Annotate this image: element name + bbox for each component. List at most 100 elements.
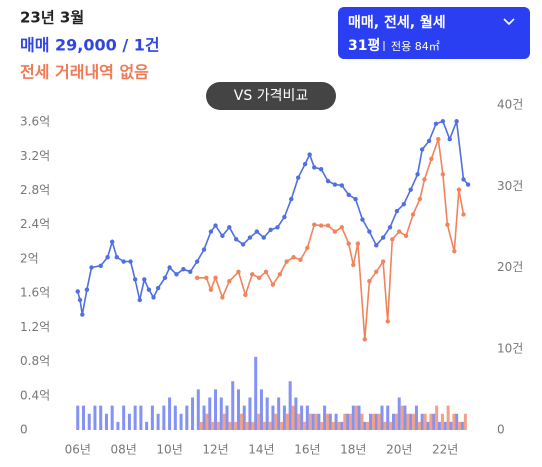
- count-bar: [337, 421, 341, 430]
- y2-tick-label: 10건: [497, 341, 523, 355]
- compare-button[interactable]: VS 가격비교: [206, 82, 336, 110]
- price-point: [332, 182, 338, 187]
- price-point: [208, 287, 214, 292]
- x-tick-label: 10년: [156, 443, 182, 457]
- count-bar: [326, 413, 330, 430]
- count-bar: [406, 413, 410, 430]
- price-point: [332, 229, 338, 234]
- price-point: [440, 119, 446, 124]
- count-bar: [429, 413, 433, 430]
- price-point: [390, 237, 395, 242]
- price-point: [452, 249, 457, 254]
- price-point: [250, 272, 255, 277]
- count-bar: [383, 421, 387, 430]
- count-bar: [443, 421, 447, 430]
- price-point: [98, 263, 103, 268]
- price-point: [380, 259, 386, 264]
- count-bar: [340, 421, 344, 430]
- filter-types[interactable]: 매매, 전세, 월세: [348, 14, 446, 31]
- count-bar: [245, 421, 249, 430]
- price-point: [167, 265, 172, 270]
- count-bar: [414, 405, 418, 430]
- price-point: [362, 337, 367, 342]
- y2-tick-label: 20건: [497, 260, 523, 274]
- count-bar: [369, 413, 373, 430]
- price-point: [77, 297, 83, 303]
- count-bar: [99, 405, 103, 430]
- compare-button-bg[interactable]: [206, 82, 336, 110]
- count-bar: [242, 405, 246, 430]
- price-point: [204, 275, 209, 280]
- price-point: [298, 257, 303, 263]
- price-point: [307, 152, 312, 157]
- count-bar: [354, 405, 358, 430]
- count-bar: [328, 413, 332, 430]
- price-point: [445, 222, 450, 227]
- count-bar: [179, 413, 183, 430]
- filter-area[interactable]: 31평: [348, 37, 380, 54]
- price-point: [422, 177, 427, 182]
- price-point: [295, 175, 301, 180]
- date: 23년 3월: [20, 9, 84, 27]
- count-bar: [432, 413, 436, 430]
- count-bar: [196, 389, 200, 430]
- chevron[interactable]: [503, 18, 515, 26]
- count-bar: [217, 421, 221, 430]
- price-point: [84, 287, 90, 292]
- price-point: [433, 121, 439, 127]
- price-point: [289, 196, 294, 202]
- count-bar: [460, 421, 464, 430]
- count-bar: [300, 405, 304, 430]
- count-bar: [334, 413, 338, 430]
- price-point: [201, 247, 207, 252]
- count-bar: [222, 413, 226, 430]
- price-point: [155, 285, 161, 291]
- price-point: [401, 202, 407, 207]
- compare-label[interactable]: VS 가격비교: [234, 88, 309, 104]
- price-point: [75, 289, 80, 294]
- count-bar: [357, 405, 361, 430]
- price-point: [247, 235, 253, 240]
- count-bar: [168, 397, 172, 430]
- x-tick-label: 22년: [432, 443, 458, 457]
- count-bar: [259, 389, 263, 430]
- price-point: [213, 275, 218, 280]
- price-point: [240, 242, 246, 247]
- price-point: [339, 183, 345, 188]
- count-bar: [231, 381, 235, 430]
- count-bar: [76, 405, 80, 430]
- count-bar: [412, 413, 416, 430]
- count-bar: [420, 413, 424, 430]
- count-bar: [271, 405, 275, 430]
- count-bar: [311, 413, 315, 430]
- price-point: [367, 229, 372, 234]
- price-point: [456, 187, 462, 192]
- count-bar: [81, 405, 85, 430]
- price-point: [105, 255, 110, 260]
- filter-button[interactable]: 매매, 전세, 월세 31평 전용 84㎡: [338, 7, 530, 59]
- price-point: [325, 178, 331, 184]
- price-point: [374, 269, 379, 274]
- count-bar: [449, 421, 453, 430]
- price-point: [374, 243, 379, 248]
- price-point: [312, 222, 317, 227]
- count-bar: [397, 397, 401, 430]
- y-tick-label: 0: [20, 423, 28, 437]
- price-point: [132, 277, 138, 282]
- count-bar: [228, 421, 232, 430]
- price-point: [312, 165, 317, 170]
- count-bar: [294, 397, 298, 430]
- filter-exclusive[interactable]: 전용 84㎡: [391, 40, 440, 53]
- count-bar: [262, 421, 266, 430]
- count-bar: [305, 405, 309, 430]
- y-tick-label: 2.4억: [20, 217, 50, 231]
- count-bar: [257, 413, 261, 430]
- count-bar: [87, 413, 91, 430]
- filter-button-bg[interactable]: [338, 7, 530, 59]
- count-bar: [254, 356, 258, 430]
- count-bar: [265, 397, 269, 430]
- price-point: [254, 229, 260, 234]
- y-tick-label: 0.4억: [20, 388, 50, 402]
- count-bar: [127, 413, 131, 430]
